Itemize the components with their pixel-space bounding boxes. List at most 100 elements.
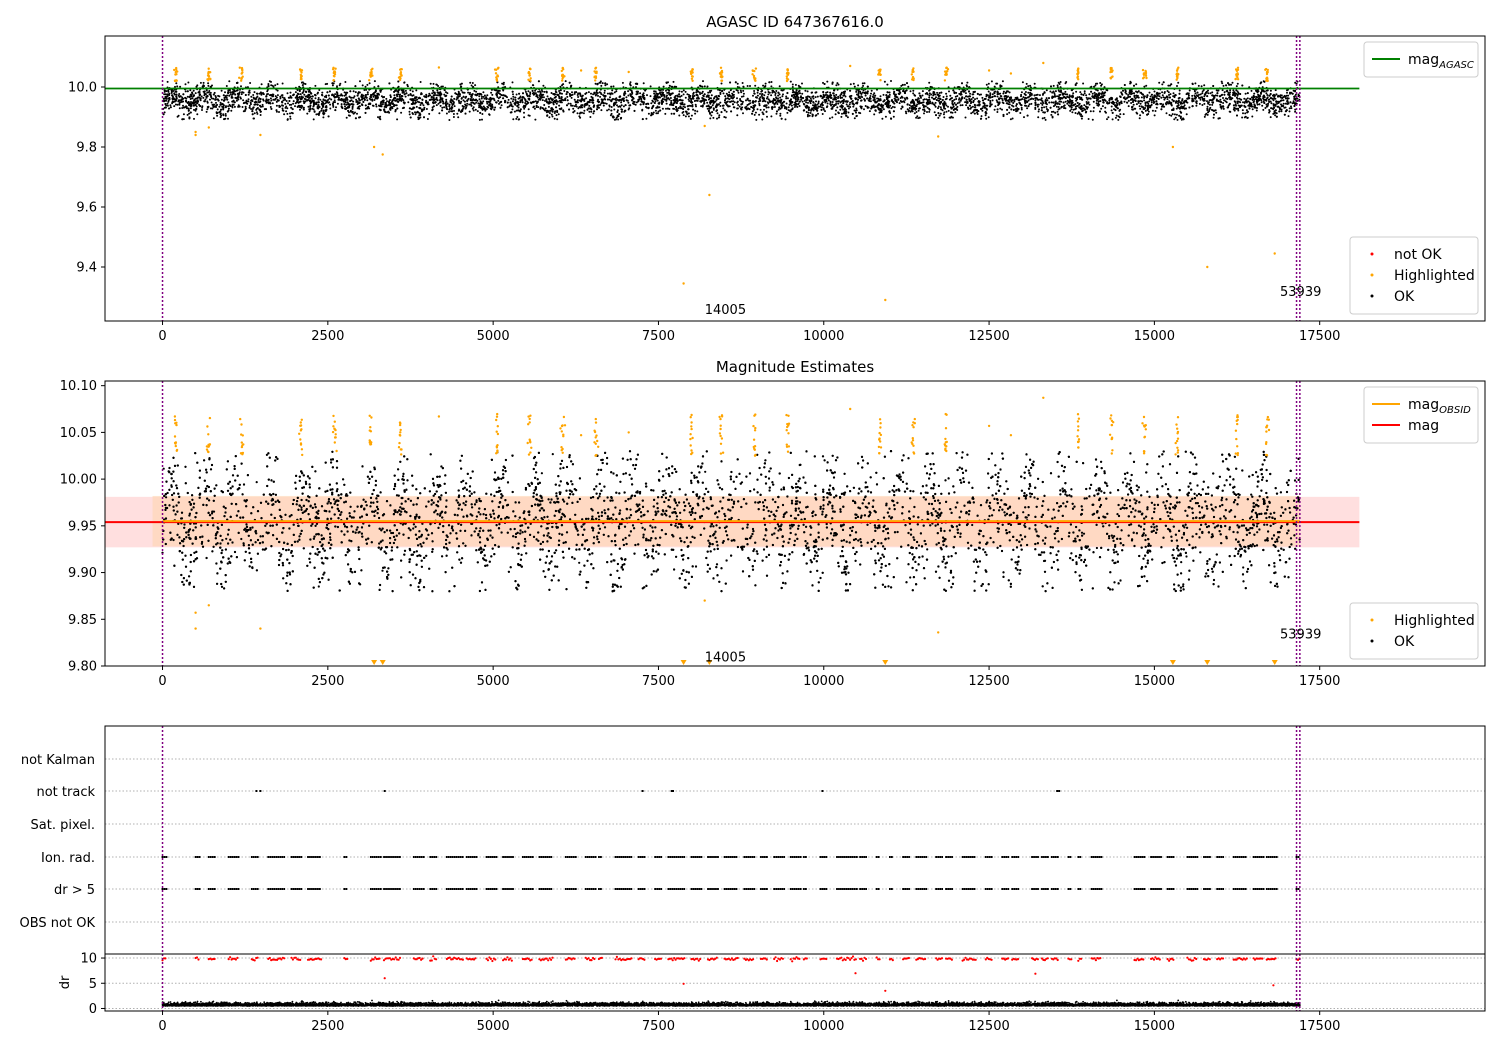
ok-point	[739, 98, 742, 100]
ok-point	[430, 95, 433, 98]
ok-point	[607, 108, 610, 111]
ok-point	[849, 83, 852, 86]
ok-point	[443, 106, 446, 109]
ok-point	[1241, 109, 1244, 112]
ok-point	[1027, 85, 1030, 88]
ok-point	[182, 100, 185, 103]
ok-point	[1177, 97, 1180, 100]
ok-point	[1225, 90, 1228, 93]
ok-point	[760, 94, 763, 97]
ok-point	[286, 92, 289, 95]
ok-point	[1294, 81, 1297, 84]
ok-point	[880, 109, 883, 112]
ok-point	[448, 107, 451, 110]
ok-point	[918, 107, 921, 110]
ok-point	[754, 111, 757, 114]
ok-point	[1287, 102, 1290, 105]
ok-point	[856, 93, 858, 96]
ok-point	[196, 102, 199, 105]
ok-point	[701, 90, 704, 93]
ok-point	[807, 101, 809, 104]
ok-point	[337, 94, 340, 97]
ok-point	[1191, 83, 1194, 86]
ok-point	[479, 102, 481, 105]
ok-point	[374, 97, 377, 100]
ok-point	[307, 105, 310, 108]
ok-point	[334, 101, 336, 104]
ok-point	[483, 94, 486, 97]
ok-point	[635, 101, 638, 104]
ok-point	[701, 99, 703, 102]
ok-point	[1206, 109, 1209, 112]
ok-point	[341, 99, 343, 102]
ok-point	[779, 96, 782, 99]
ok-point	[1231, 81, 1234, 84]
ok-point	[596, 92, 599, 94]
ok-point	[1100, 84, 1103, 87]
ok-point	[1041, 117, 1044, 120]
ok-point	[837, 83, 840, 86]
ok-point	[682, 93, 685, 96]
ok-point	[1051, 116, 1054, 119]
ok-point	[879, 109, 882, 112]
ok-point	[211, 107, 214, 110]
ok-point	[967, 95, 969, 98]
ok-point	[913, 94, 916, 96]
ok-point	[834, 113, 837, 116]
ok-point	[1115, 114, 1118, 117]
ok-point	[466, 102, 469, 105]
ok-point	[443, 93, 446, 96]
ok-point	[616, 104, 618, 107]
ok-point	[822, 90, 825, 93]
ok-point	[1260, 99, 1263, 102]
ok-point	[512, 95, 515, 98]
ok-point	[803, 99, 806, 102]
ok-point	[921, 94, 924, 97]
ok-point	[1036, 103, 1039, 106]
ok-point	[546, 95, 549, 98]
ok-point	[189, 107, 192, 110]
ok-point	[1027, 105, 1030, 108]
ok-point	[985, 117, 988, 120]
ok-point	[224, 106, 227, 109]
ok-point	[243, 110, 246, 113]
ok-point	[848, 103, 851, 106]
ok-point	[393, 94, 396, 97]
ok-point	[192, 89, 195, 92]
ok-point	[694, 103, 697, 106]
ok-point	[871, 95, 874, 98]
ok-point	[759, 96, 762, 99]
ok-point	[1127, 105, 1130, 108]
ok-point	[462, 99, 465, 102]
ok-point	[774, 94, 777, 96]
ok-point	[603, 91, 606, 94]
ok-point	[785, 95, 788, 98]
ok-point	[782, 93, 784, 96]
ok-point	[625, 96, 628, 99]
ok-point	[1119, 108, 1122, 111]
ok-point	[579, 93, 582, 96]
ok-point	[805, 101, 808, 104]
ok-point	[937, 105, 940, 108]
ok-point	[189, 89, 192, 92]
ok-point	[173, 93, 176, 96]
ok-point	[422, 104, 425, 107]
ok-point	[339, 82, 342, 85]
ok-point	[1070, 106, 1073, 109]
ok-point	[853, 117, 856, 120]
ok-point	[1221, 82, 1224, 85]
ok-point	[705, 95, 708, 98]
ok-point	[1288, 107, 1291, 110]
ok-point	[753, 90, 756, 92]
ok-point	[829, 100, 832, 103]
ok-point	[179, 85, 182, 88]
ok-point	[286, 118, 289, 121]
ok-point	[1286, 89, 1288, 92]
ok-point	[437, 102, 440, 105]
ok-point	[1123, 100, 1126, 103]
ok-point	[817, 105, 820, 108]
ok-point	[351, 105, 354, 108]
ok-point	[806, 115, 809, 118]
ok-point	[606, 109, 609, 112]
ok-point	[588, 110, 591, 113]
